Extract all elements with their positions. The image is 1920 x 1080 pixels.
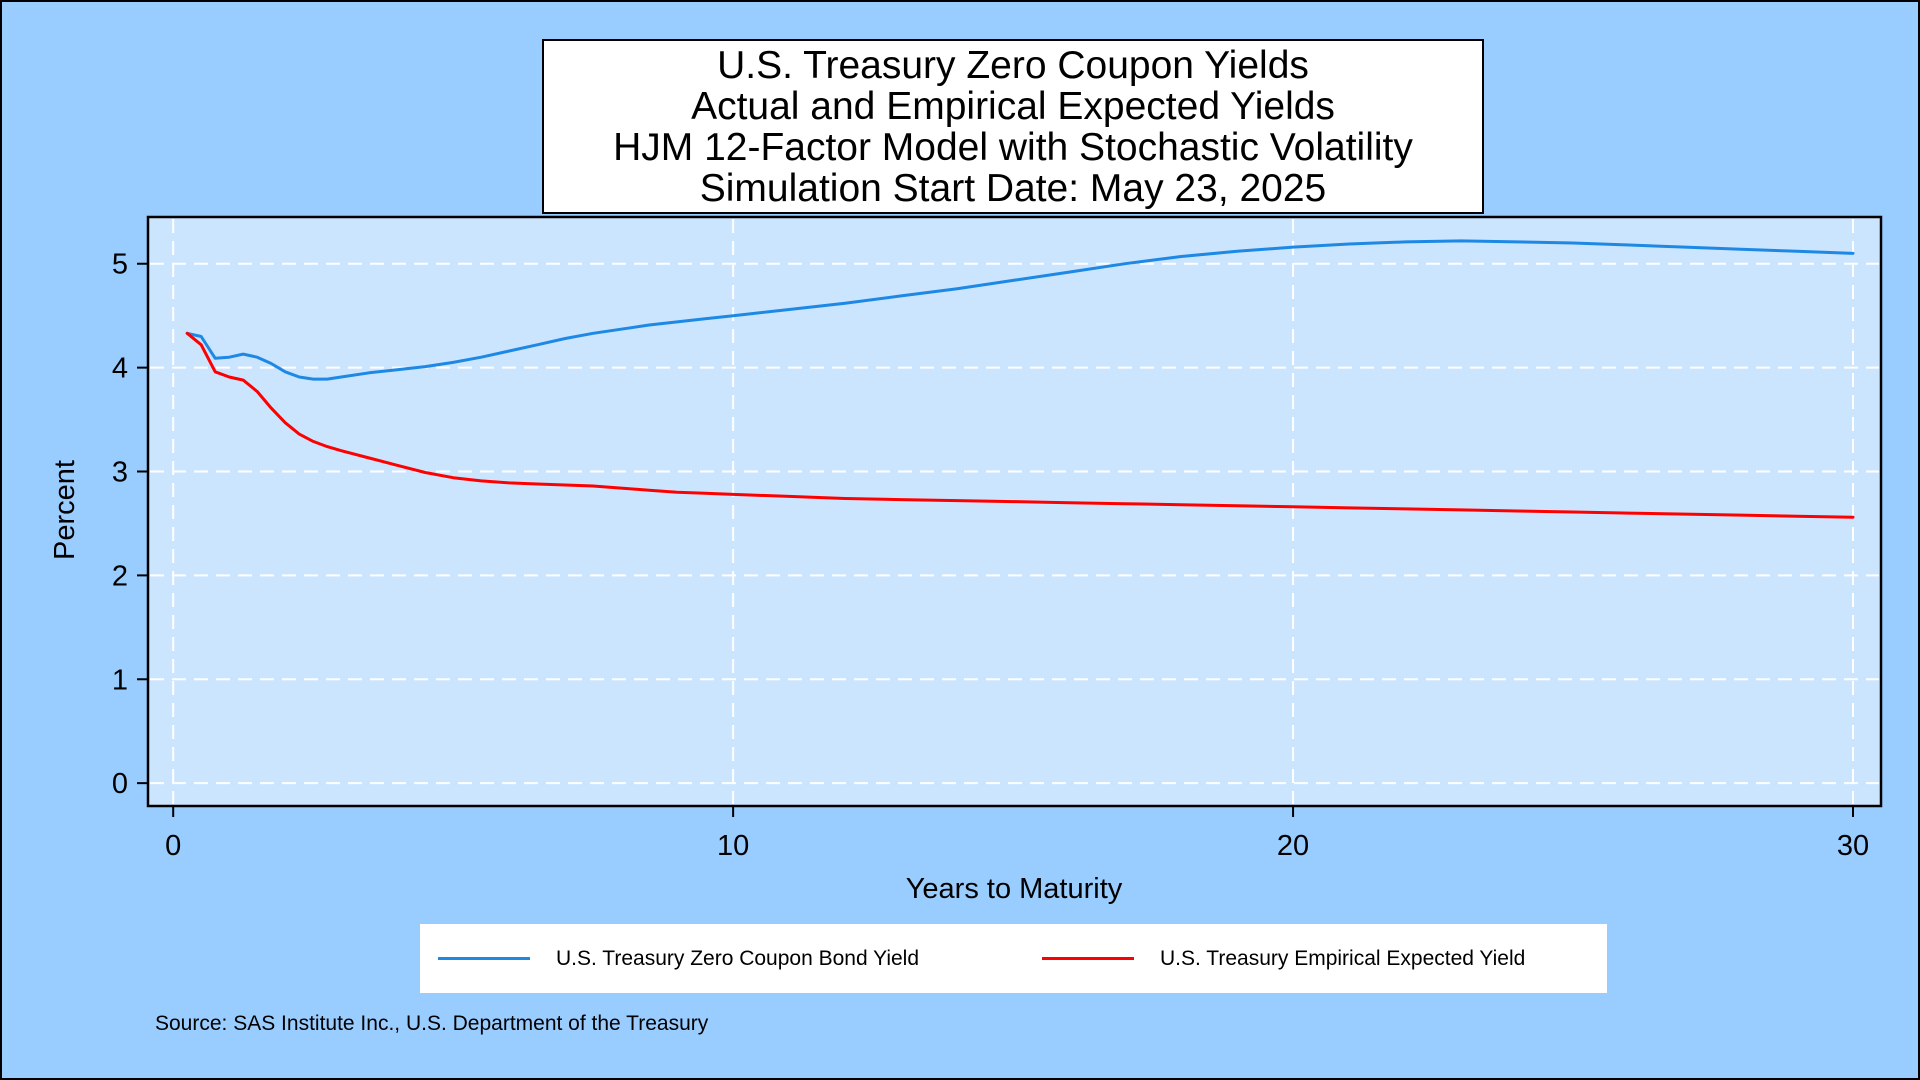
- series-line-expected: [185, 331, 1855, 519]
- x-tick-label: 30: [1837, 830, 1869, 862]
- legend-item-expected: U.S. Treasury Empirical Expected Yield: [1042, 924, 1525, 993]
- y-tick-label: 5: [112, 249, 128, 281]
- y-tick-label: 4: [112, 353, 128, 385]
- grid-lines: [150, 219, 1879, 804]
- y-tick-label: 2: [112, 560, 128, 592]
- legend-swatch-expected: [1042, 957, 1134, 960]
- series-line-actual: [185, 239, 1855, 381]
- y-tick-label: 1: [112, 664, 128, 696]
- legend-label-expected: U.S. Treasury Empirical Expected Yield: [1160, 946, 1526, 970]
- axes: 0 1 2 3 4 5 0 10 20 30: [112, 249, 1869, 862]
- legend-item-actual: U.S. Treasury Zero Coupon Bond Yield: [438, 924, 919, 993]
- chart-title-line-2: Actual and Empirical Expected Yields: [691, 84, 1335, 128]
- y-tick-label: 3: [112, 457, 128, 489]
- chart-title-line-3: HJM 12-Factor Model with Stochastic Vola…: [613, 125, 1413, 169]
- x-tick-label: 20: [1277, 830, 1309, 862]
- y-tick-label: 0: [112, 768, 128, 800]
- y-axis-title: Percent: [49, 460, 81, 560]
- chart-legend: U.S. Treasury Zero Coupon Bond Yield U.S…: [420, 924, 1607, 993]
- legend-swatch-actual: [438, 957, 530, 960]
- chart-title-line-4: Simulation Start Date: May 23, 2025: [699, 166, 1327, 210]
- chart-title-box: U.S. Treasury Zero Coupon Yields Actual …: [542, 39, 1484, 214]
- chart-title-line-1: U.S. Treasury Zero Coupon Yields: [717, 43, 1309, 87]
- legend-label-actual: U.S. Treasury Zero Coupon Bond Yield: [556, 946, 920, 970]
- x-axis-title: Years to Maturity: [906, 873, 1123, 905]
- series-lines: [185, 239, 1855, 519]
- x-tick-label: 0: [165, 830, 181, 862]
- x-tick-label: 10: [717, 830, 749, 862]
- source-note: Source: SAS Institute Inc., U.S. Departm…: [155, 1012, 709, 1035]
